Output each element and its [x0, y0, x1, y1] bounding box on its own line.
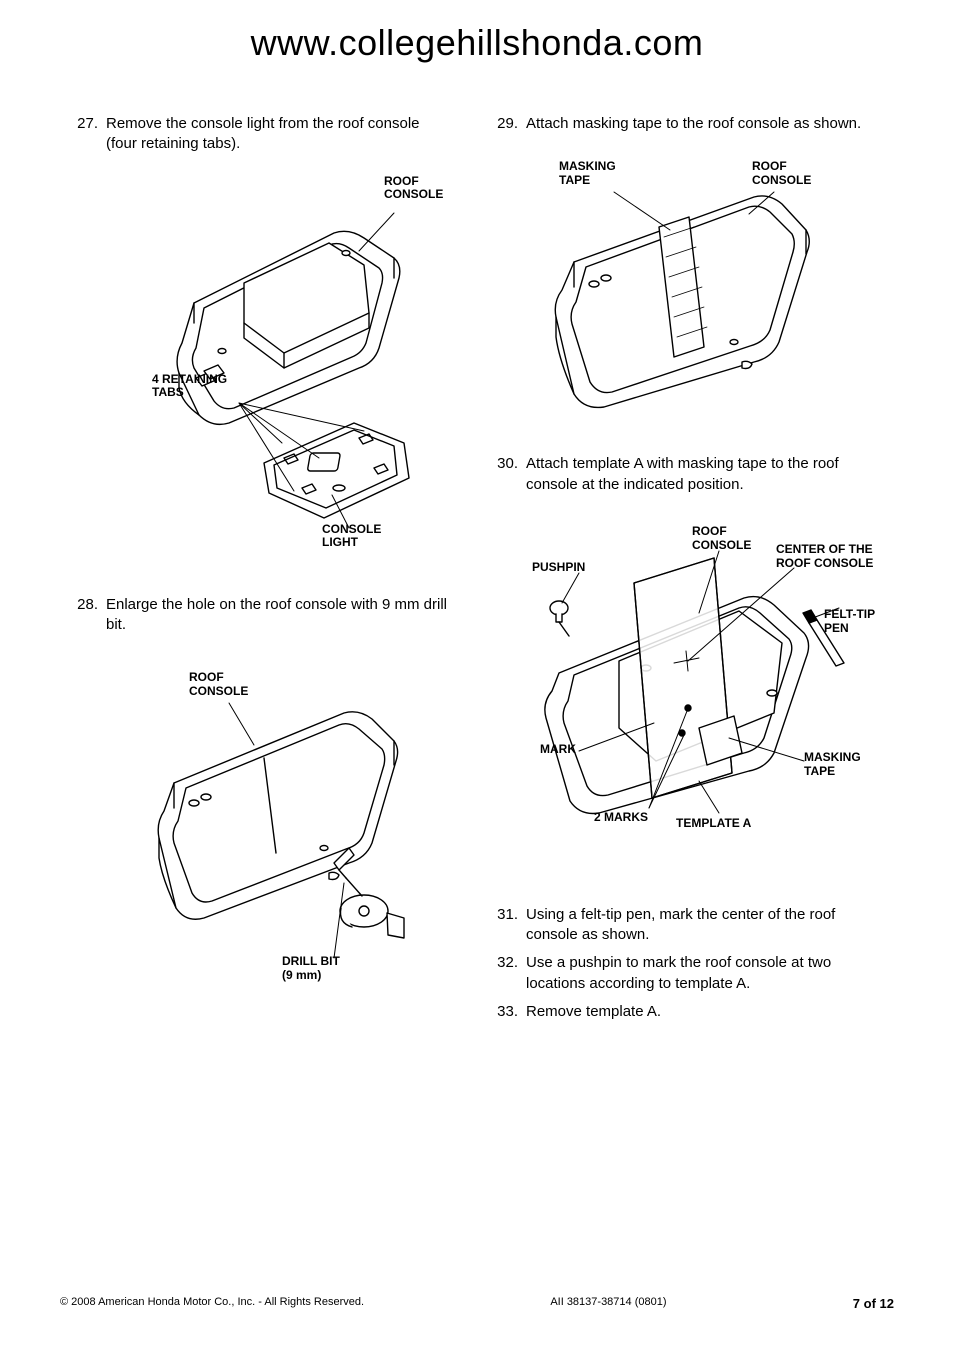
label-felt-tip: FELT-TIPPEN — [824, 608, 875, 636]
step-33: 33. Remove template A. — [494, 1002, 884, 1022]
step-28: 28. Enlarge the hole on the roof console… — [74, 595, 454, 636]
step-text: Use a pushpin to mark the roof console a… — [526, 953, 884, 994]
page-footer: © 2008 American Honda Motor Co., Inc. - … — [60, 1296, 894, 1311]
label-center: CENTER OF THEROOF CONSOLE — [776, 543, 873, 571]
label-roof-console: ROOFCONSOLE — [189, 671, 248, 699]
page-header: www.collegehillshonda.com — [0, 0, 954, 64]
step-number: 28. — [74, 595, 106, 636]
step-number: 27. — [74, 114, 106, 155]
label-template-a: TEMPLATE A — [676, 817, 751, 831]
step-31: 31. Using a felt-tip pen, mark the cente… — [494, 905, 884, 946]
label-retaining-tabs: 4 RETAININGTABS — [152, 373, 227, 401]
step-number: 30. — [494, 454, 526, 495]
label-roof-console: ROOFCONSOLE — [384, 175, 443, 203]
label-roof-console: ROOFCONSOLE — [692, 525, 751, 553]
content-columns: 27. Remove the console light from the ro… — [0, 64, 954, 1224]
figure-28: ROOFCONSOLE DRILL BIT(9 mm) — [134, 653, 454, 1003]
step-number: 32. — [494, 953, 526, 994]
label-two-marks: 2 MARKS — [594, 811, 648, 825]
label-console-light: CONSOLELIGHT — [322, 523, 381, 551]
step-27: 27. Remove the console light from the ro… — [74, 114, 454, 155]
step-text: Using a felt-tip pen, mark the center of… — [526, 905, 884, 946]
step-number: 33. — [494, 1002, 526, 1022]
label-mark: MARK — [540, 743, 576, 757]
footer-docid: AII 38137-38714 (0801) — [550, 1296, 666, 1311]
label-masking-tape: MASKINGTAPE — [559, 160, 616, 188]
figure-27: ROOFCONSOLE 4 RETAININGTABS CONSOLELIGHT — [134, 173, 454, 553]
step-text: Attach template A with masking tape to t… — [526, 454, 884, 495]
label-drill-bit: DRILL BIT(9 mm) — [282, 955, 340, 983]
step-30: 30. Attach template A with masking tape … — [494, 454, 884, 495]
label-pushpin: PUSHPIN — [532, 561, 585, 575]
step-29: 29. Attach masking tape to the roof cons… — [494, 114, 884, 134]
figure-30: ROOFCONSOLE PUSHPIN CENTER OF THEROOF CO… — [504, 513, 884, 863]
label-roof-console: ROOFCONSOLE — [752, 160, 811, 188]
footer-page: 7 of 12 — [853, 1296, 894, 1311]
label-masking-tape: MASKINGTAPE — [804, 751, 861, 779]
step-32: 32. Use a pushpin to mark the roof conso… — [494, 953, 884, 994]
step-number: 31. — [494, 905, 526, 946]
step-text: Enlarge the hole on the roof console wit… — [106, 595, 454, 636]
step-text: Remove template A. — [526, 1002, 884, 1022]
figure-29: MASKINGTAPE ROOFCONSOLE — [524, 152, 864, 412]
step-text: Attach masking tape to the roof console … — [526, 114, 884, 134]
left-column: 27. Remove the console light from the ro… — [60, 114, 474, 1224]
right-column: 29. Attach masking tape to the roof cons… — [474, 114, 898, 1224]
footer-copyright: © 2008 American Honda Motor Co., Inc. - … — [60, 1296, 364, 1311]
step-number: 29. — [494, 114, 526, 134]
step-text: Remove the console light from the roof c… — [106, 114, 454, 155]
